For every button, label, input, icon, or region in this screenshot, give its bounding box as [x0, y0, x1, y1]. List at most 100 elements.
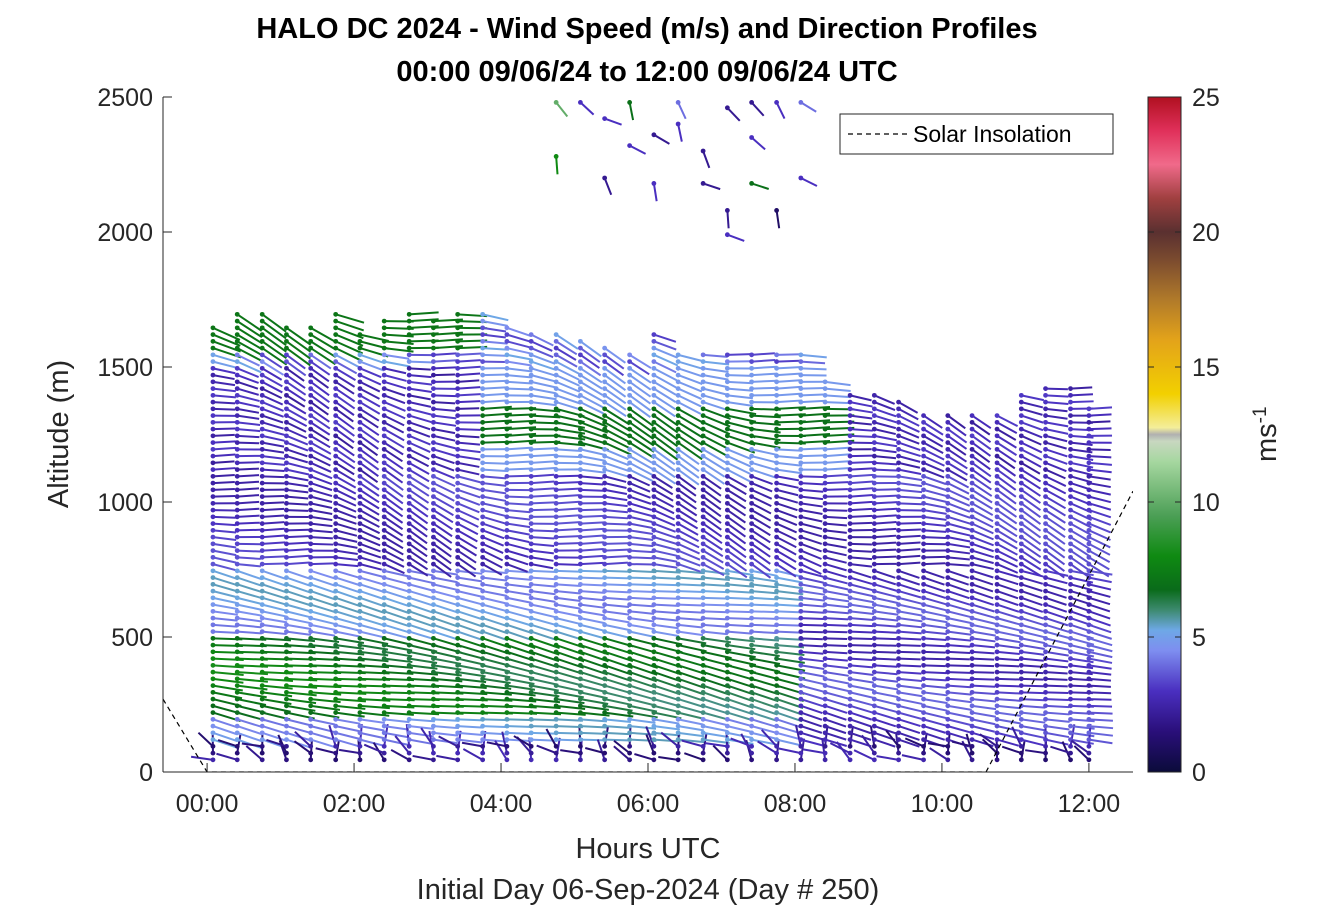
- wind-barb-origin: [333, 386, 339, 391]
- wind-barb-origin: [847, 581, 853, 587]
- wind-barb: [898, 414, 920, 427]
- wind-barb-origin: [357, 487, 363, 493]
- wind-barb-origin: [455, 662, 461, 668]
- wind-barb-origin: [455, 534, 461, 540]
- colorbar-label: ms-1: [1250, 406, 1283, 462]
- wind-barb: [212, 353, 239, 364]
- wind-barb: [971, 569, 994, 579]
- wind-barb-origin: [945, 683, 951, 688]
- wind-barb-origin: [553, 440, 559, 445]
- wind-barb-origin: [259, 446, 265, 452]
- wind-barb: [750, 101, 765, 117]
- wind-barb-origin: [602, 622, 608, 628]
- wind-barb-origin: [455, 392, 461, 398]
- wind-barb: [285, 407, 308, 422]
- wind-barb-origin: [259, 514, 265, 520]
- wind-barb-origin: [504, 669, 510, 675]
- wind-barb: [262, 548, 286, 552]
- wind-barb-origin: [847, 413, 853, 418]
- wind-barb: [482, 313, 509, 322]
- wind-barb-origin: [357, 527, 363, 533]
- wind-barb-origin: [455, 359, 461, 364]
- wind-barb: [751, 630, 777, 634]
- wind-barb: [800, 393, 827, 397]
- wind-barb: [653, 569, 681, 574]
- wind-barb-origin: [847, 642, 853, 648]
- wind-barb: [677, 374, 703, 385]
- wind-barb: [825, 387, 851, 393]
- wind-barb: [335, 623, 361, 632]
- wind-barb-origin: [234, 338, 240, 344]
- wind-barb: [261, 407, 284, 418]
- wind-barb-origin: [602, 413, 608, 418]
- wind-barb-origin: [798, 480, 804, 486]
- wind-barb-origin: [749, 534, 755, 540]
- wind-barb-origin: [798, 595, 804, 601]
- wind-barb: [482, 542, 504, 554]
- wind-barb: [383, 475, 404, 491]
- wind-barb-origin: [1018, 413, 1024, 418]
- wind-barb: [629, 381, 652, 398]
- wind-barb: [677, 482, 697, 497]
- wind-barb: [579, 101, 595, 116]
- wind-barb-origin: [896, 575, 901, 580]
- wind-barb: [996, 711, 1022, 717]
- wind-barb-origin: [749, 100, 755, 105]
- wind-barb-origin: [994, 541, 1000, 547]
- wind-barb: [947, 576, 969, 586]
- wind-barb-origin: [1086, 467, 1092, 472]
- wind-barb: [236, 576, 263, 587]
- wind-barb: [923, 509, 947, 515]
- wind-barb-origin: [798, 507, 804, 513]
- y-axis-label: Altitude (m): [43, 360, 75, 508]
- wind-barb-origin: [504, 514, 510, 520]
- wind-barb-origin: [357, 352, 363, 358]
- wind-barb: [530, 387, 557, 395]
- wind-barb-origin: [577, 433, 583, 439]
- wind-barb-origin: [577, 743, 583, 749]
- wind-barb-origin: [969, 413, 975, 418]
- wind-barb-origin: [480, 372, 486, 378]
- wind-barb: [457, 617, 484, 628]
- wind-barb-origin: [357, 622, 363, 628]
- wind-barb-origin: [700, 487, 706, 493]
- wind-barb-origin: [480, 507, 486, 513]
- wind-barb-origin: [749, 548, 755, 553]
- wind-barb: [457, 482, 481, 491]
- wind-barb: [212, 731, 238, 743]
- wind-barb-origin: [847, 561, 853, 567]
- wind-barb-origin: [333, 514, 339, 520]
- wind-barb-origin: [969, 649, 975, 655]
- wind-barb: [947, 698, 972, 704]
- wind-barb: [457, 372, 481, 377]
- wind-barb: [236, 353, 260, 367]
- wind-barb-origin: [1043, 629, 1048, 634]
- wind-barb-origin: [234, 656, 240, 661]
- wind-barb-origin: [308, 608, 314, 614]
- wind-barb-origin: [798, 723, 804, 729]
- wind-barb-origin: [528, 527, 534, 533]
- wind-barb-origin: [994, 561, 1000, 567]
- wind-barb-origin: [651, 588, 657, 594]
- wind-barb: [335, 569, 360, 579]
- wind-barb-origin: [357, 541, 363, 547]
- wind-barb-origin: [333, 318, 339, 324]
- wind-barb: [776, 366, 803, 370]
- wind-barb: [408, 596, 435, 607]
- wind-barb-origin: [1018, 635, 1024, 641]
- wind-barb: [335, 509, 357, 519]
- wind-barb: [874, 527, 897, 532]
- wind-barb: [898, 664, 922, 668]
- wind-barb: [335, 313, 365, 324]
- wind-barb: [1045, 671, 1068, 675]
- wind-barb: [286, 691, 317, 697]
- wind-barb: [824, 738, 847, 747]
- wind-barb: [556, 434, 586, 441]
- wind-barb: [874, 455, 897, 460]
- wind-barb: [556, 474, 579, 478]
- wind-barb-origin: [774, 440, 779, 445]
- wind-barb: [751, 644, 780, 650]
- wind-barb: [898, 650, 921, 654]
- wind-barb: [335, 435, 354, 450]
- wind-barb-origin: [847, 500, 853, 506]
